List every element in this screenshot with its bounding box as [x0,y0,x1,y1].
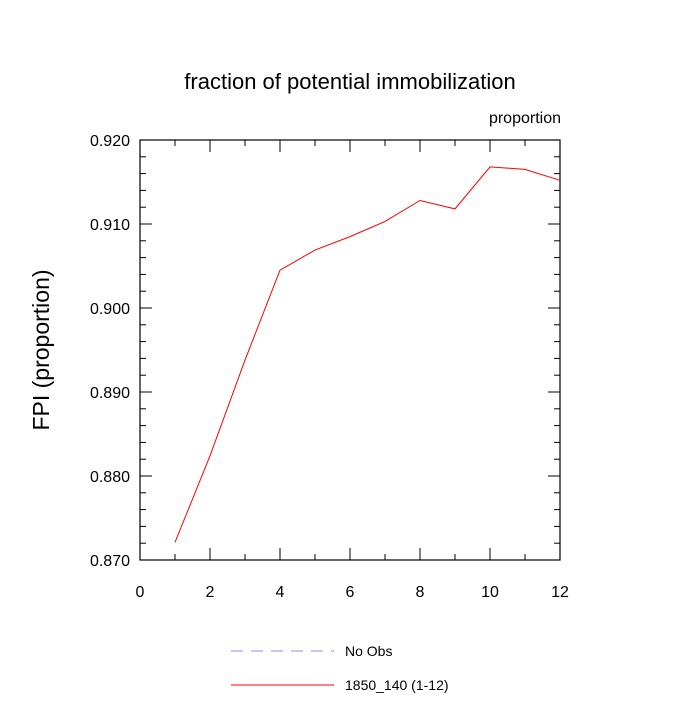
y-axis-label: FPI (proportion) [28,269,54,430]
tick-labels: 0 2 4 6 8 10 12 0.870 0.880 0.890 0.900 0.910 0.920 [90,133,569,601]
x-tick-label: 10 [481,584,499,601]
y-tick-label: 0.920 [90,133,130,150]
chart-title: fraction of potential immobilization [184,69,515,94]
y-tick-label: 0.870 [90,553,130,570]
series-lines [174,166,561,543]
y-tick-label: 0.880 [90,469,130,486]
x-tick-label: 6 [346,584,355,601]
y-tick-label: 0.910 [90,217,130,234]
x-tick-label: 4 [276,584,285,601]
x-tick-label: 0 [136,584,145,601]
x-tick-label: 2 [206,584,215,601]
series-line [174,166,561,543]
x-tick-label: 12 [551,584,569,601]
y-tick-label: 0.890 [90,385,130,402]
legend: No Obs 1850_140 (1-12) [231,643,449,693]
axis-ticks [139,139,561,561]
y-tick-label: 0.900 [90,301,130,318]
legend-label: 1850_140 (1-12) [345,677,449,693]
legend-label: No Obs [345,643,392,659]
plot-frame [139,139,561,561]
chart-subtitle: proportion [489,110,561,127]
x-tick-label: 8 [416,584,425,601]
